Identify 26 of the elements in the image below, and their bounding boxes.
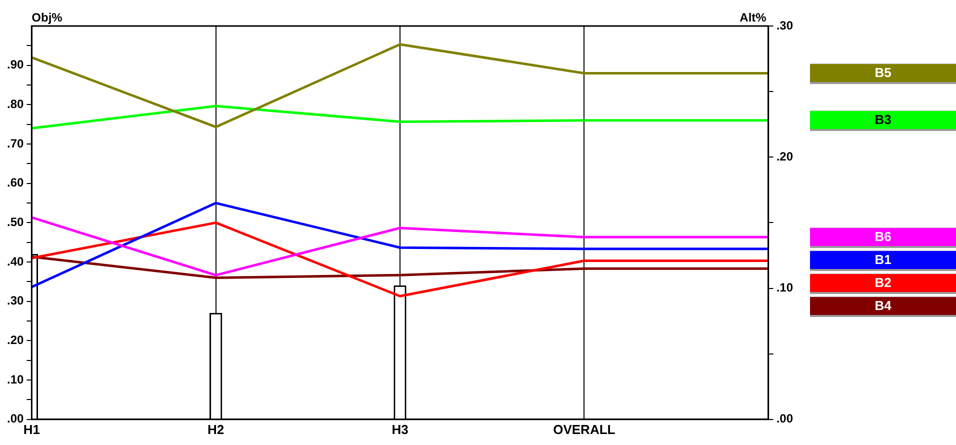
y2-tick-label: .00 [776, 412, 794, 426]
y2-tick-label: .30 [776, 18, 794, 32]
y-tick-label: .20 [6, 333, 24, 348]
y2-tick-label: .10 [776, 280, 794, 295]
y-tick-label: .80 [6, 96, 24, 111]
y-tick-label: .00 [6, 412, 24, 426]
x-tick-label: H2 [208, 422, 224, 437]
y-tick-label: .10 [6, 372, 24, 386]
y2-tick-label: .20 [776, 149, 794, 164]
text: B1 [810, 250, 956, 272]
x-tick-label: H1 [23, 422, 40, 437]
text: B2 [810, 273, 956, 294]
text: B6 [810, 227, 956, 248]
y-tick-label: .60 [6, 176, 24, 190]
text: B3 [810, 110, 956, 132]
text: B4 [810, 296, 956, 318]
y-tick-label: .40 [6, 254, 24, 268]
text: B5 [810, 63, 956, 84]
y-tick-label: .90 [6, 58, 24, 72]
y-tick-label: .50 [6, 215, 24, 230]
y-axis-title: Obj% [32, 10, 63, 24]
x-tick-label: OVERALL [553, 422, 616, 437]
y2-axis-title: Alt% [740, 10, 767, 24]
x-tick-label: H3 [392, 422, 408, 437]
y-tick-label: .70 [6, 136, 24, 150]
y-tick-label: .30 [6, 294, 24, 308]
